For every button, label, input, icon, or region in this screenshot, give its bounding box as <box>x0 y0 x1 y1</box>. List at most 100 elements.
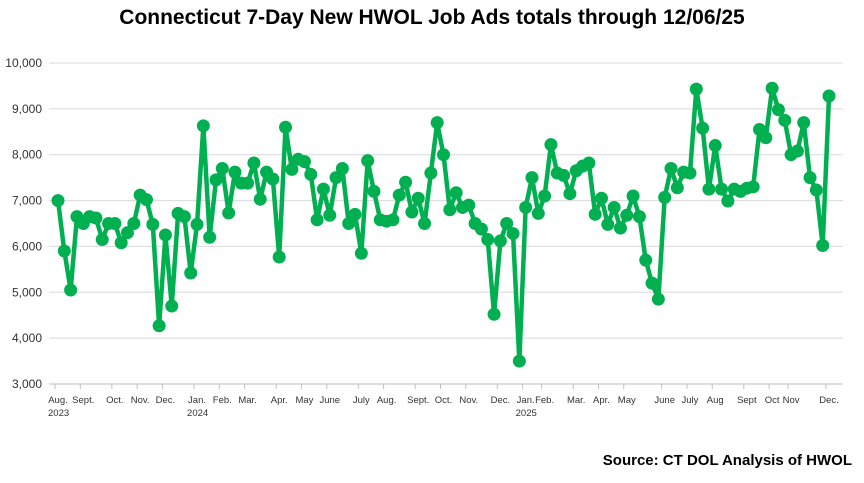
data-point <box>544 138 558 152</box>
data-point <box>620 208 634 222</box>
data-point <box>689 82 703 96</box>
data-point <box>582 156 596 170</box>
x-tick-label: Mar. <box>238 395 256 406</box>
data-point <box>525 171 539 185</box>
data-point <box>651 292 665 306</box>
x-tick-label: Oct. <box>435 395 452 406</box>
x-tick-label: Aug. <box>377 395 397 406</box>
data-point <box>696 121 710 135</box>
data-point <box>519 200 533 214</box>
data-point <box>57 244 71 258</box>
y-tick-label: 9,000 <box>12 102 42 116</box>
x-tick-label: Nov. <box>131 395 150 406</box>
chart-title: Connecticut 7-Day New HWOL Job Ads total… <box>119 6 745 29</box>
x-year-label: 2025 <box>516 408 537 419</box>
data-point <box>89 211 103 225</box>
data-point <box>803 171 817 185</box>
x-tick-label: Aug. <box>48 395 68 406</box>
y-tick-label: 4,000 <box>12 331 42 345</box>
data-point <box>114 236 128 250</box>
data-point <box>437 148 450 162</box>
data-point <box>670 181 684 195</box>
data-point <box>297 155 311 169</box>
y-tick-label: 10,000 <box>5 56 42 70</box>
data-point <box>531 206 545 220</box>
data-point <box>399 175 413 189</box>
x-tick-label: June <box>654 395 675 406</box>
x-tick-label: Feb. <box>535 395 554 406</box>
data-point <box>632 210 646 224</box>
data-point <box>664 161 678 175</box>
data-point <box>424 166 438 180</box>
data-point <box>721 194 735 208</box>
data-point <box>702 182 716 196</box>
data-point <box>127 217 141 230</box>
data-point <box>209 173 223 187</box>
data-point <box>771 103 785 117</box>
x-tick-label: Aug <box>707 395 724 406</box>
data-point <box>253 192 267 206</box>
data-point <box>361 154 375 168</box>
x-tick-label: May <box>295 395 313 406</box>
x-tick-label: Oct <box>765 395 780 406</box>
y-tick-label: 6,000 <box>12 239 42 253</box>
x-tick-label: July <box>682 395 699 406</box>
data-point <box>790 144 804 158</box>
x-tick-label: July <box>353 395 370 406</box>
x-tick-label: June <box>319 395 340 406</box>
data-point <box>310 213 324 227</box>
data-point <box>392 188 406 202</box>
data-point <box>658 190 672 204</box>
data-point <box>411 191 425 205</box>
x-tick-label: Jan. <box>517 395 535 406</box>
data-point <box>765 81 779 95</box>
data-point <box>816 239 830 253</box>
data-point <box>538 189 552 203</box>
data-point <box>557 168 571 182</box>
data-point <box>512 354 526 368</box>
data-point <box>139 193 153 207</box>
data-point <box>563 187 577 201</box>
x-tick-label: Dec. <box>491 395 511 406</box>
data-point <box>759 131 773 145</box>
x-tick-label: Mar. <box>567 395 585 406</box>
y-tick-label: 7,000 <box>12 194 42 208</box>
data-point <box>177 210 191 224</box>
data-point <box>266 172 280 186</box>
data-point <box>64 283 78 297</box>
data-point <box>121 226 135 240</box>
data-point <box>165 299 179 313</box>
data-point <box>500 217 514 230</box>
data-point <box>367 184 381 198</box>
data-point <box>348 207 362 221</box>
data-point <box>474 222 488 236</box>
x-tick-label: Apr. <box>593 395 610 406</box>
data-point <box>746 180 760 194</box>
data-point <box>683 166 697 180</box>
data-point <box>601 217 615 231</box>
data-point <box>95 233 109 247</box>
data-point <box>639 253 653 267</box>
data-point <box>481 233 495 247</box>
data-point <box>626 189 640 203</box>
data-point <box>613 221 627 235</box>
data-point <box>594 191 608 205</box>
data-point <box>506 227 520 241</box>
data-point <box>449 186 463 200</box>
data-point <box>241 176 255 190</box>
data-point <box>335 161 349 175</box>
data-point <box>715 182 729 196</box>
data-point <box>108 217 122 230</box>
data-point <box>279 120 293 134</box>
series-line <box>55 85 832 364</box>
data-point <box>809 183 823 197</box>
data-point <box>443 203 457 217</box>
x-tick-label: May <box>618 395 636 406</box>
data-point <box>342 217 356 230</box>
data-point <box>329 171 343 185</box>
data-point <box>645 276 659 290</box>
x-tick-label: Oct. <box>106 395 123 406</box>
data-point <box>152 319 166 333</box>
data-point <box>190 217 204 231</box>
